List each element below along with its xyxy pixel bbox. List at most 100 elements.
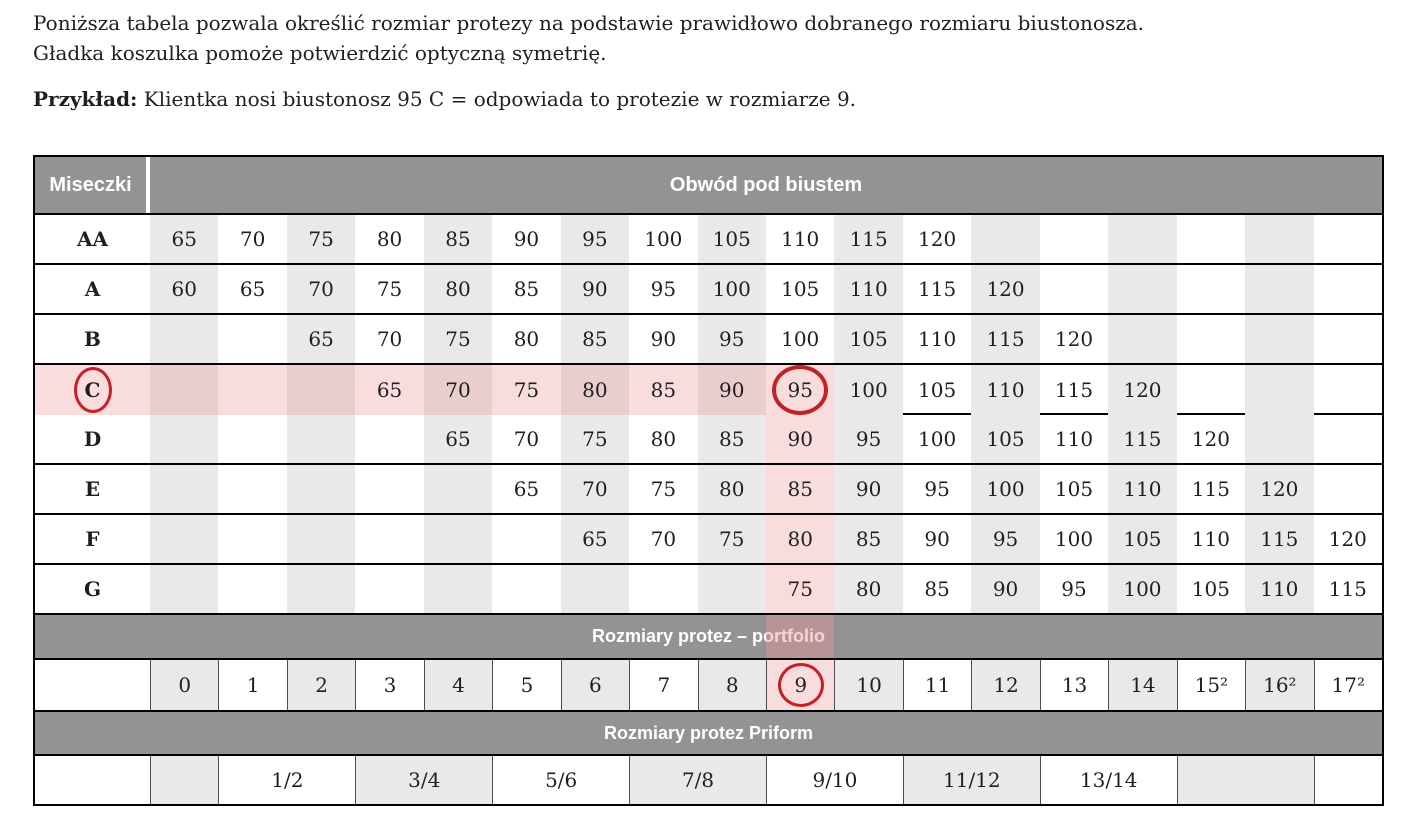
portfolio-band: Rozmiary protez – portfolio: [35, 613, 1382, 658]
portfolio-size-1: 1: [218, 660, 286, 710]
cell-F-col5: [492, 515, 560, 563]
cell-A-col11: 115: [918, 277, 957, 301]
cup-cell-F: F: [85, 527, 100, 551]
priform-group-7/8: 7/8: [629, 756, 766, 804]
cell-G-col15: 105: [1191, 577, 1230, 601]
cell-G-col12: 90: [971, 565, 1040, 613]
portfolio-size-2: 2: [286, 660, 356, 710]
cell-D-col14: 115: [1108, 415, 1177, 463]
cell-AA-col1: 70: [239, 227, 266, 251]
cell-D-col6: 75: [560, 415, 630, 463]
cell-B-col4: 75: [423, 315, 493, 363]
portfolio-size-5: 5: [492, 660, 560, 710]
cell-A-col8: 100: [697, 265, 766, 313]
cell-A-col5: 85: [513, 277, 540, 301]
cell-D-col17: [1314, 415, 1382, 463]
cell-F-col12: 95: [971, 515, 1040, 563]
cell-AA-col12: [971, 215, 1040, 263]
cell-D-col4: 65: [423, 415, 493, 463]
cell-E-col6: 70: [560, 465, 630, 513]
cell-C-col15: [1177, 365, 1245, 415]
cup-row-C: C 65 70 75 80 85 90 95 100 105 110 115 120: [35, 363, 1382, 415]
cell-E-col8: 80: [697, 465, 766, 513]
cell-F-col14: 105: [1108, 515, 1177, 563]
portfolio-size-15²: 15²: [1176, 660, 1245, 710]
cell-E-col9: 85: [765, 465, 835, 513]
cell-B-col0: [150, 315, 219, 363]
cell-F-col9: 80: [765, 515, 835, 563]
cell-A-col6: 90: [560, 265, 630, 313]
portfolio-size-11: 11: [902, 660, 971, 710]
cell-F-col13: 100: [1054, 527, 1094, 551]
cup-cell-E: E: [84, 477, 101, 501]
priform-group-1/2: 1/2: [218, 756, 355, 804]
underbust-band-label: Obwód pod biustem: [669, 173, 863, 196]
cell-F-col15: 110: [1191, 527, 1230, 551]
portfolio-band-label: Rozmiary protez – portfolio: [591, 626, 825, 646]
cup-row-A: A 60 65 70 75 80 85 90 95 100 105 110 115 120: [35, 263, 1382, 313]
cell-F-col6: 65: [560, 515, 630, 563]
portfolio-size-14: 14: [1108, 660, 1177, 710]
portfolio-size-6: 6: [560, 660, 630, 710]
cell-A-col17: [1314, 265, 1382, 313]
cell-B-col7: 90: [650, 327, 677, 351]
cell-B-col14: [1108, 315, 1177, 363]
cell-G-col4: [423, 565, 493, 613]
cell-F-col4: [423, 515, 493, 563]
cell-E-col11: 95: [924, 477, 950, 501]
portfolio-size-3: 3: [355, 660, 423, 710]
cell-AA-col16: [1245, 215, 1314, 263]
cup-rows-section: AA 65 70 75 80 85 90 95 100 105 110 115 120 A 60 65 70 75…: [35, 213, 1382, 613]
cell-G-col0: [150, 565, 219, 613]
cell-F-col2: [286, 515, 356, 563]
cell-AA-col9: 110: [781, 227, 820, 251]
cell-E-col10: 90: [834, 465, 903, 513]
priform-sizes-row: 1/2 3/4 5/6 7/8 9/10 11/12 13/14: [35, 754, 1382, 804]
cell-C-col17: [1314, 365, 1382, 415]
cell-A-col13: [1040, 265, 1108, 313]
cell-C-col1: [218, 365, 287, 415]
cup-row-F: F 65 70 75 80 85 90 95 100 105 110 115 120: [35, 513, 1382, 563]
example-paragraph: Przykład: Klientka nosi biustonosz 95 C …: [33, 84, 856, 114]
cell-D-col11: 100: [918, 427, 957, 451]
cell-E-col5: 65: [513, 477, 540, 501]
portfolio-size-7: 7: [629, 660, 697, 710]
cell-D-col8: 85: [697, 415, 766, 463]
cell-E-col0: [150, 465, 219, 513]
cell-F-col16: 115: [1245, 515, 1314, 563]
cell-A-col4: 80: [423, 265, 493, 313]
cell-B-col8: 95: [697, 315, 766, 363]
cell-G-col7: [629, 565, 697, 613]
cell-AA-col13: [1040, 215, 1108, 263]
portfolio-sizes-row: 0 1 2 3 4 5 6 7 8 9 10 11 12 13 14 15² 16² 17²: [35, 658, 1382, 710]
cell-C-col3: 65: [355, 365, 424, 415]
cell-A-col1: 65: [239, 277, 266, 301]
priform-group-9/10: 9/10: [765, 756, 903, 804]
priform-band-label: Rozmiary protez Priform: [603, 722, 814, 743]
cell-F-col0: [150, 515, 219, 563]
cell-B-col6: 85: [560, 315, 630, 363]
cell-G-col11: 85: [924, 577, 950, 601]
cell-E-col1: [218, 465, 286, 513]
cell-G-col6: [560, 565, 630, 613]
cell-E-col3: [355, 465, 423, 513]
cell-D-col10: 95: [834, 415, 903, 463]
cell-C-col14: 120: [1108, 365, 1177, 415]
intro-line-1: Poniższa tabela pozwala określić rozmiar…: [33, 11, 1145, 35]
cell-D-col5: 70: [513, 427, 540, 451]
priform-row-spacer: [35, 756, 150, 804]
cell-C-col11: 105: [918, 378, 957, 402]
portfolio-size-4: 4: [423, 660, 493, 710]
table-header-band: Miseczki Obwód pod biustem: [35, 157, 1382, 213]
cup-cell-G: G: [83, 577, 102, 601]
cell-C-col13: 115: [1054, 378, 1094, 402]
cell-C-col4: 70: [423, 365, 493, 415]
cell-G-col3: [355, 565, 423, 613]
cell-F-col11: 90: [924, 527, 950, 551]
cell-B-col9: 100: [781, 327, 820, 351]
cell-AA-col7: 100: [644, 227, 683, 251]
cell-D-col2: [286, 415, 356, 463]
cell-G-col2: [286, 565, 356, 613]
cell-D-col16: [1245, 415, 1314, 463]
